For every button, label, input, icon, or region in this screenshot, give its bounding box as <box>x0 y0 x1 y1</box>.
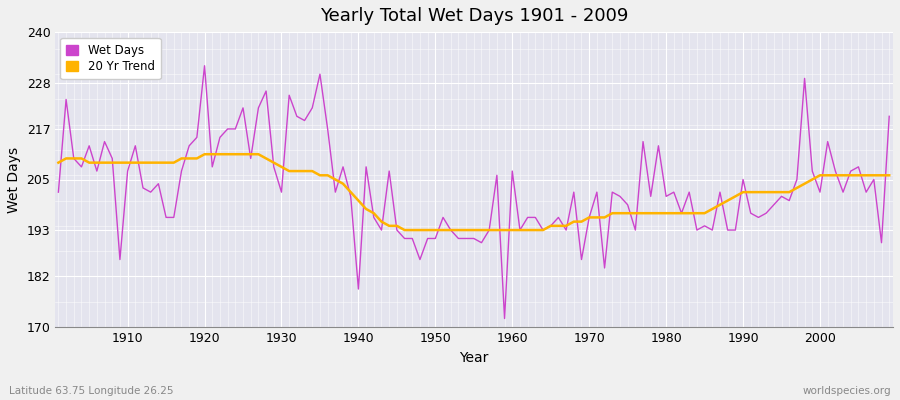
Wet Days <box>53 190 64 194</box>
20 Yr Trend <box>114 160 125 165</box>
Wet Days <box>338 164 348 169</box>
20 Yr Trend <box>53 160 64 165</box>
Wet Days <box>500 316 510 321</box>
20 Yr Trend <box>292 169 302 174</box>
Wet Days <box>515 228 526 232</box>
Legend: Wet Days, 20 Yr Trend: Wet Days, 20 Yr Trend <box>60 38 160 79</box>
20 Yr Trend <box>199 152 210 157</box>
20 Yr Trend <box>338 181 348 186</box>
Text: worldspecies.org: worldspecies.org <box>803 386 891 396</box>
Y-axis label: Wet Days: Wet Days <box>7 146 21 212</box>
Wet Days <box>114 257 125 262</box>
20 Yr Trend <box>515 228 526 232</box>
Wet Days <box>615 194 626 199</box>
Wet Days <box>884 114 895 119</box>
Text: Latitude 63.75 Longitude 26.25: Latitude 63.75 Longitude 26.25 <box>9 386 174 396</box>
20 Yr Trend <box>615 211 626 216</box>
20 Yr Trend <box>884 173 895 178</box>
X-axis label: Year: Year <box>459 351 489 365</box>
20 Yr Trend <box>400 228 410 232</box>
Wet Days <box>199 63 210 68</box>
Line: 20 Yr Trend: 20 Yr Trend <box>58 154 889 230</box>
Title: Yearly Total Wet Days 1901 - 2009: Yearly Total Wet Days 1901 - 2009 <box>320 7 628 25</box>
Wet Days <box>522 215 533 220</box>
Wet Days <box>292 114 302 119</box>
Line: Wet Days: Wet Days <box>58 66 889 318</box>
20 Yr Trend <box>522 228 533 232</box>
